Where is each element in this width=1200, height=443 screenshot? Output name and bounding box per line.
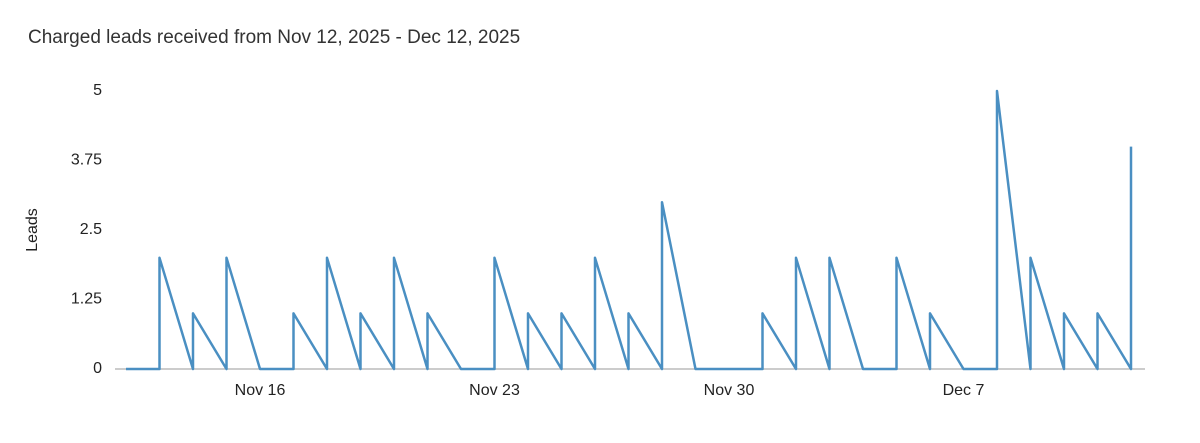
y-axis-label: Leads xyxy=(24,208,41,252)
chart-title: Charged leads received from Nov 12, 2025… xyxy=(28,27,520,48)
x-tick-label: Nov 23 xyxy=(469,382,520,399)
y-tick-label: 2.5 xyxy=(80,221,102,238)
y-tick-label: 1.25 xyxy=(71,291,102,308)
y-tick-label: 3.75 xyxy=(71,152,102,169)
data-line xyxy=(126,89,1133,371)
x-tick-label: Nov 16 xyxy=(235,382,286,399)
x-tick-label: Dec 7 xyxy=(943,382,985,399)
x-tick-label: Nov 30 xyxy=(704,382,755,399)
y-tick-label: 0 xyxy=(93,360,102,377)
y-tick-label: 5 xyxy=(93,82,102,99)
